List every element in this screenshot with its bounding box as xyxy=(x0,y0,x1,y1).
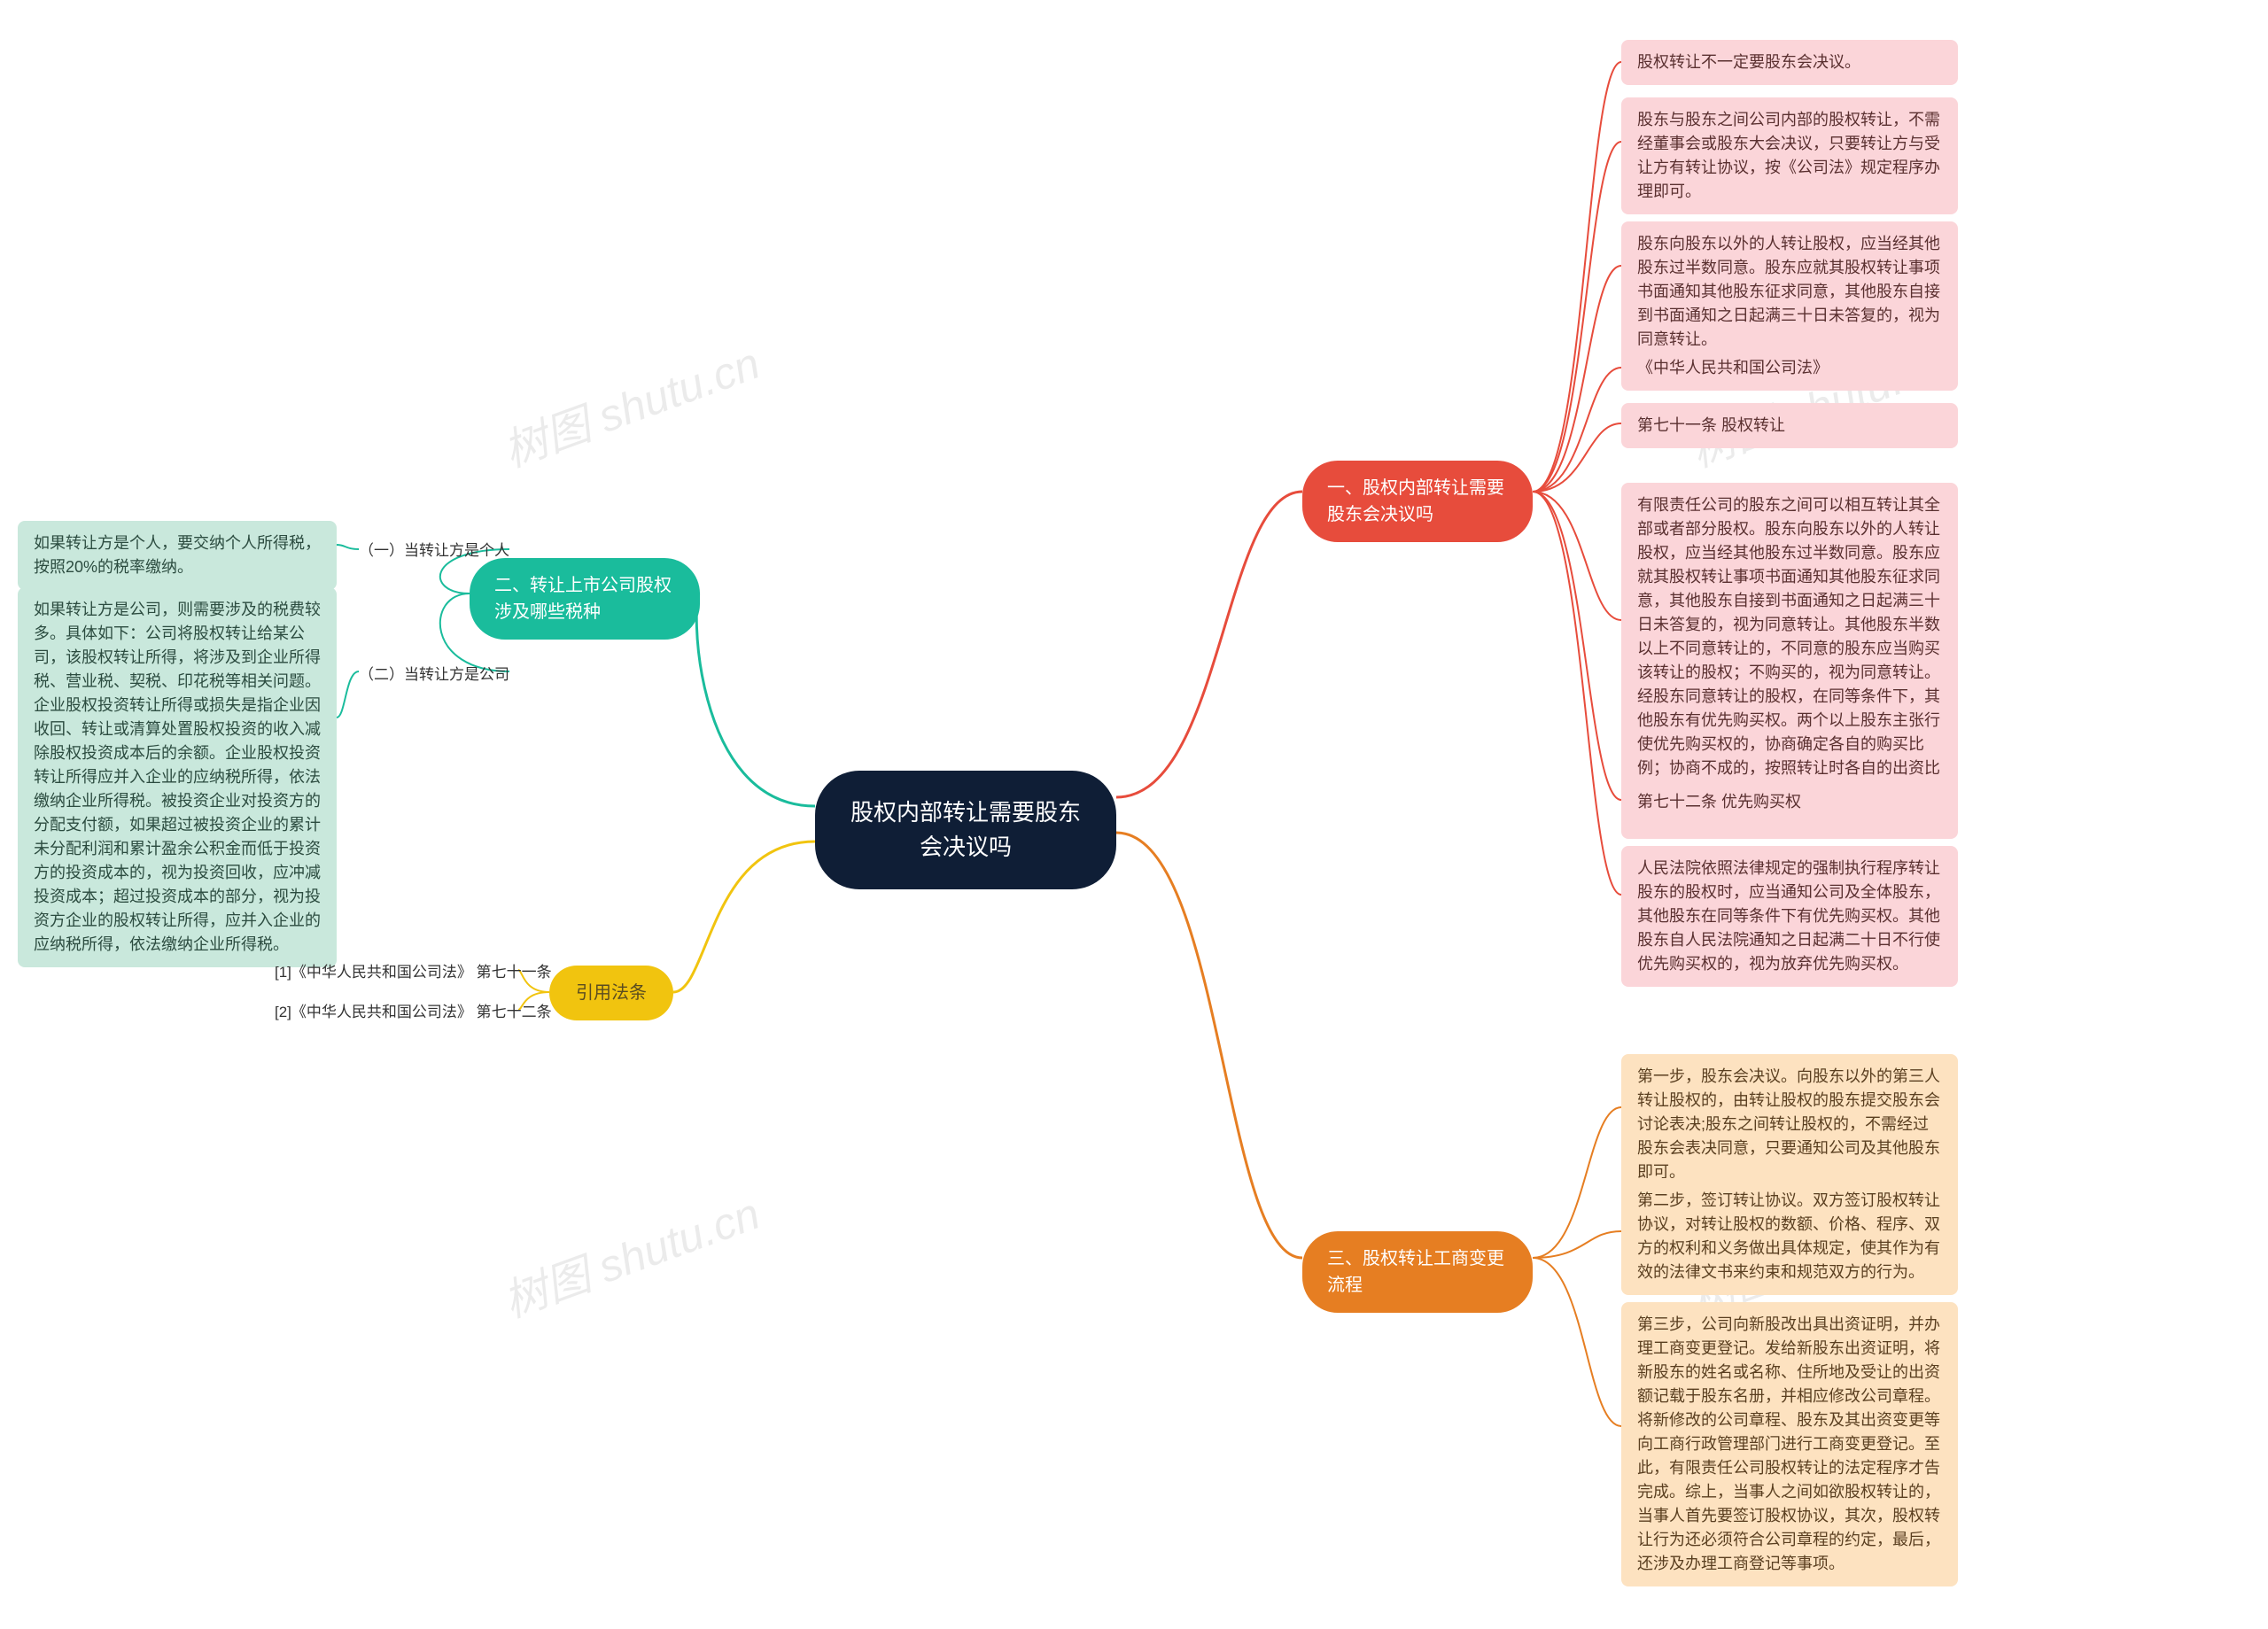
b4-leaf-1: [2]《中华人民共和国公司法》 第七十二条 xyxy=(275,999,552,1021)
b2-leaf-1: 如果转让方是公司，则需要涉及的税费较多。具体如下：公司将股权转让给某公司，该股权… xyxy=(18,587,337,967)
watermark: 树图 shutu.cn xyxy=(493,1178,767,1330)
branch-4: 引用法条 xyxy=(549,966,673,1020)
branch-3: 三、股权转让工商变更流程 xyxy=(1302,1231,1533,1313)
b4-leaf-0: [1]《中华人民共和国公司法》 第七十一条 xyxy=(275,959,552,981)
b3-leaf-0: 第一步，股东会决议。向股东以外的第三人转让股权的，由转让股权的股东提交股东会讨论… xyxy=(1621,1054,1958,1195)
branch-2: 二、转让上市公司股权涉及哪些税种 xyxy=(470,558,700,640)
b1-leaf-1: 股东与股东之间公司内部的股权转让，不需经董事会或股东大会决议，只要转让方与受让方… xyxy=(1621,97,1958,214)
branch-1: 一、股权内部转让需要股东会决议吗 xyxy=(1302,461,1533,542)
b3-leaf-2: 第三步，公司向新股改出具出资证明，并办理工商变更登记。发给新股东出资证明，将新股… xyxy=(1621,1302,1958,1586)
b1-leaf-2: 股东向股东以外的人转让股权，应当经其他股东过半数同意。股东应就其股权转让事项书面… xyxy=(1621,221,1958,362)
b1-leaf-7: 人民法院依照法律规定的强制执行程序转让股东的股权时，应当通知公司及全体股东，其他… xyxy=(1621,846,1958,987)
b3-leaf-1: 第二步，签订转让协议。双方签订股权转让协议，对转让股权的数额、价格、程序、双方的… xyxy=(1621,1178,1958,1295)
b2-sub-0-label: （一）当转让方是个人 xyxy=(359,538,509,560)
b1-leaf-6: 第七十二条 优先购买权 xyxy=(1621,780,1958,825)
b2-leaf-0: 如果转让方是个人，要交纳个人所得税，按照20%的税率缴纳。 xyxy=(18,521,337,590)
b2-sub-1-label: （二）当转让方是公司 xyxy=(359,662,509,684)
b1-leaf-4: 第七十一条 股权转让 xyxy=(1621,403,1958,448)
b1-leaf-3: 《中华人民共和国公司法》 xyxy=(1621,345,1958,391)
watermark: 树图 shutu.cn xyxy=(493,328,767,479)
center-node: 股权内部转让需要股东会决议吗 xyxy=(815,771,1116,889)
b1-leaf-0: 股权转让不一定要股东会决议。 xyxy=(1621,40,1958,85)
